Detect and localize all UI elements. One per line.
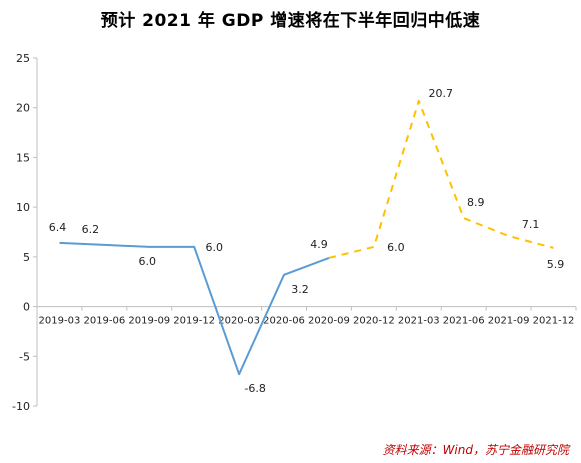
axes: -10 -5 0 5 10 15 20 25 2019-03 2019-06 2019-09 2019…	[12, 52, 577, 413]
y-tick-label: 10	[16, 201, 30, 214]
series-lines	[59, 99, 554, 376]
data-label-2020-09: 4.9	[310, 238, 328, 251]
x-tick-label: 2020-06	[263, 316, 305, 327]
x-tick-label: 2020-12	[353, 316, 395, 327]
series-line-2	[328, 99, 554, 259]
x-tick-label: 2021-09	[488, 316, 530, 327]
data-label-2020-03: -6.8	[244, 382, 265, 395]
x-tick-label: 2019-03	[39, 316, 81, 327]
data-labels: 6.4 6.2 6.0 6.0 -6.8 3.2 4.9 6.0 20.7 8.9 7.1 5.9	[49, 87, 565, 395]
chart-title: 预计 2021 年 GDP 增速将在下半年回归中低速	[100, 11, 481, 31]
data-label-2021-03: 20.7	[429, 87, 454, 100]
data-label-2021-09: 7.1	[522, 218, 540, 231]
data-label-2020-06: 3.2	[291, 283, 309, 296]
data-label-2019-09: 6.0	[139, 255, 157, 268]
y-tick-label: 25	[16, 52, 30, 65]
series-line-1	[59, 241, 330, 376]
x-tick-label: 2020-03	[218, 316, 260, 327]
y-tick-label: 15	[16, 151, 30, 164]
data-label-2019-03: 6.4	[49, 221, 67, 234]
x-tick-label: 2019-09	[128, 316, 170, 327]
x-tick-label: 2021-03	[398, 316, 440, 327]
y-tick-label: -10	[12, 400, 30, 413]
data-label-2019-12: 6.0	[205, 241, 223, 254]
x-tick-label: 2019-06	[83, 316, 125, 327]
y-tick-label: 0	[23, 301, 30, 314]
source-note: 资料来源：Wind，苏宁金融研究院	[382, 443, 569, 457]
y-tick-label: 20	[16, 102, 30, 115]
x-tick-label: 2019-12	[173, 316, 215, 327]
data-label-2019-06: 6.2	[82, 223, 100, 236]
data-label-2021-06: 8.9	[467, 196, 485, 209]
y-tick-label: 5	[23, 251, 30, 264]
x-tick-label: 2020-09	[308, 316, 350, 327]
data-label-2021-12: 5.9	[547, 258, 565, 271]
x-tick-label: 2021-12	[533, 316, 575, 327]
data-label-2020-12: 6.0	[387, 241, 405, 254]
y-tick-label: -5	[19, 350, 30, 363]
x-tick-label: 2021-06	[443, 316, 485, 327]
